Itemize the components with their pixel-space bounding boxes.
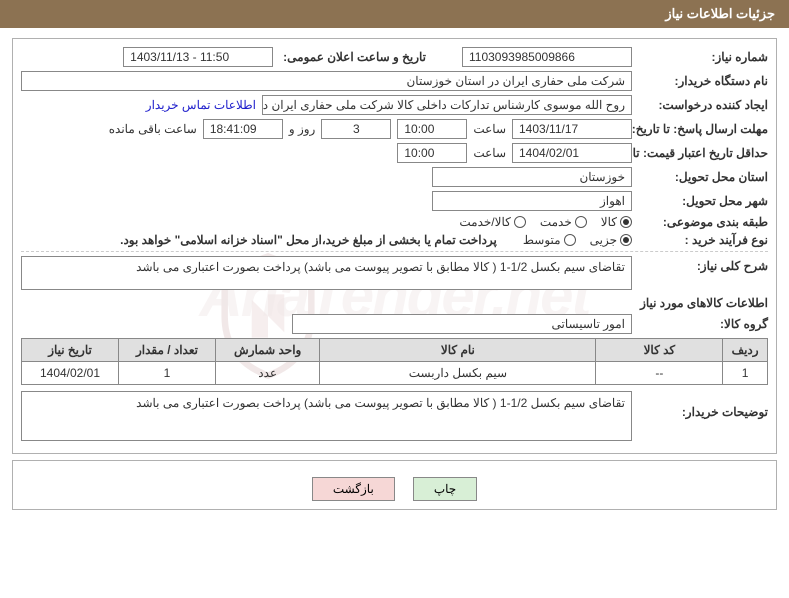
buttons-panel: چاپ بازگشت <box>12 460 777 510</box>
radio-partial[interactable]: جزیی <box>590 233 632 247</box>
purchase-type-group: جزیی متوسط <box>523 233 632 247</box>
table-body: 1--سیم بکسل داربستعدد11404/02/01 <box>22 362 768 385</box>
subject-class-group: کالا خدمت کالا/خدمت <box>459 215 632 229</box>
details-panel: شماره نیاز: 1103093985009866 تاریخ و ساع… <box>12 38 777 454</box>
radio-goods-label: کالا <box>601 215 617 229</box>
need-desc-value: تقاضای سیم بکسل 1/2-1 ( کالا مطابق با تص… <box>21 256 632 290</box>
radio-medium[interactable]: متوسط <box>523 233 576 247</box>
requester-label: ایجاد کننده درخواست: <box>638 98 768 112</box>
validity-date: 1404/02/01 <box>512 143 632 163</box>
goods-group-label: گروه کالا: <box>638 317 768 331</box>
purchase-type-label: نوع فرآیند خرید : <box>638 233 768 247</box>
buyer-label: نام دستگاه خریدار: <box>638 74 768 88</box>
radio-service[interactable]: خدمت <box>540 215 587 229</box>
radio-circle-icon <box>620 216 632 228</box>
radio-medium-label: متوسط <box>523 233 561 247</box>
print-button[interactable]: چاپ <box>413 477 477 501</box>
table-header-row: ردیفکد کالانام کالاواحد شمارشتعداد / مقد… <box>22 339 768 362</box>
subject-class-label: طبقه بندی موضوعی: <box>638 215 768 229</box>
table-cell: سیم بکسل داربست <box>320 362 596 385</box>
divider <box>21 251 768 252</box>
table-header-cell: ردیف <box>723 339 768 362</box>
radio-circle-icon <box>514 216 526 228</box>
page-title-bar: جزئیات اطلاعات نیاز <box>0 0 789 28</box>
need-no-label: شماره نیاز: <box>638 50 768 64</box>
radio-circle-icon <box>564 234 576 246</box>
purchase-note: پرداخت تمام یا بخشی از مبلغ خرید،از محل … <box>120 233 497 247</box>
table-header-cell: کد کالا <box>596 339 723 362</box>
hours-remaining: 18:41:09 <box>203 119 283 139</box>
goods-table: ردیفکد کالانام کالاواحد شمارشتعداد / مقد… <box>21 338 768 385</box>
days-remaining: 3 <box>321 119 391 139</box>
hour-label-2: ساعت <box>473 146 506 160</box>
need-desc-label: شرح کلی نیاز: <box>638 256 768 273</box>
days-word: روز و <box>289 122 316 136</box>
table-row: 1--سیم بکسل داربستعدد11404/02/01 <box>22 362 768 385</box>
remaining-suffix: ساعت باقی مانده <box>109 122 197 136</box>
buyer-notes-label: توضیحات خریدار: <box>638 391 768 419</box>
province-value: خوزستان <box>432 167 632 187</box>
city-label: شهر محل تحویل: <box>638 194 768 208</box>
validity-label: حداقل تاریخ اعتبار قیمت: تا تاریخ: <box>638 146 768 160</box>
reply-deadline-label: مهلت ارسال پاسخ: تا تاریخ: <box>638 122 768 136</box>
radio-circle-icon <box>620 234 632 246</box>
city-value: اهواز <box>432 191 632 211</box>
hour-label-1: ساعت <box>473 122 506 136</box>
table-cell: 1404/02/01 <box>22 362 119 385</box>
goods-section-title: اطلاعات کالاهای مورد نیاز <box>21 296 768 310</box>
goods-group-value: امور تاسیساتی <box>292 314 632 334</box>
need-no-value: 1103093985009866 <box>462 47 632 67</box>
reply-deadline-time: 10:00 <box>397 119 467 139</box>
radio-goods-service[interactable]: کالا/خدمت <box>459 215 525 229</box>
validity-time: 10:00 <box>397 143 467 163</box>
table-cell: 1 <box>723 362 768 385</box>
table-header-cell: نام کالا <box>320 339 596 362</box>
radio-partial-label: جزیی <box>590 233 617 247</box>
buyer-value: شرکت ملی حفاری ایران در استان خوزستان <box>21 71 632 91</box>
radio-goods[interactable]: کالا <box>601 215 632 229</box>
announce-value: 1403/11/13 - 11:50 <box>123 47 273 67</box>
table-header-cell: واحد شمارش <box>215 339 319 362</box>
buyer-notes-value: تقاضای سیم بکسل 1/2-1 ( کالا مطابق با تص… <box>21 391 632 441</box>
announce-label: تاریخ و ساعت اعلان عمومی: <box>279 50 426 64</box>
back-button[interactable]: بازگشت <box>312 477 395 501</box>
radio-service-label: خدمت <box>540 215 572 229</box>
province-label: استان محل تحویل: <box>638 170 768 184</box>
table-cell: عدد <box>215 362 319 385</box>
table-header-cell: تاریخ نیاز <box>22 339 119 362</box>
page-title: جزئیات اطلاعات نیاز <box>665 6 775 21</box>
contact-buyer-link[interactable]: اطلاعات تماس خریدار <box>146 98 256 112</box>
table-header-cell: تعداد / مقدار <box>119 339 216 362</box>
table-cell: 1 <box>119 362 216 385</box>
requester-value: روح الله موسوی کارشناس تدارکات داخلی کال… <box>262 95 632 115</box>
table-cell: -- <box>596 362 723 385</box>
reply-deadline-date: 1403/11/17 <box>512 119 632 139</box>
radio-circle-icon <box>575 216 587 228</box>
radio-goods-service-label: کالا/خدمت <box>459 215 510 229</box>
